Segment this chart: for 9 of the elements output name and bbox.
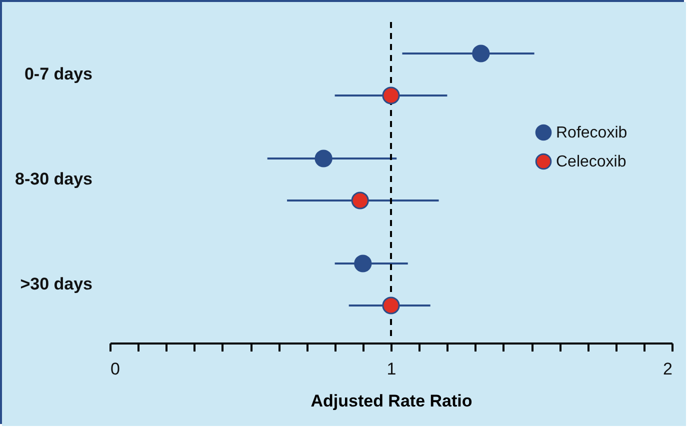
x-axis-title: Adjusted Rate Ratio bbox=[310, 392, 472, 410]
y-tick-label: 8-30 days bbox=[15, 170, 92, 188]
x-tick-label: 1 bbox=[386, 360, 396, 378]
x-tick-label: 2 bbox=[663, 360, 672, 378]
y-tick-label: 0-7 days bbox=[24, 64, 92, 84]
legend-label: Celecoxib bbox=[556, 154, 626, 170]
legend-label: Rofecoxib bbox=[556, 124, 628, 142]
y-tick-label: >30 days bbox=[20, 274, 92, 294]
x-tick-label: 0 bbox=[110, 360, 120, 378]
